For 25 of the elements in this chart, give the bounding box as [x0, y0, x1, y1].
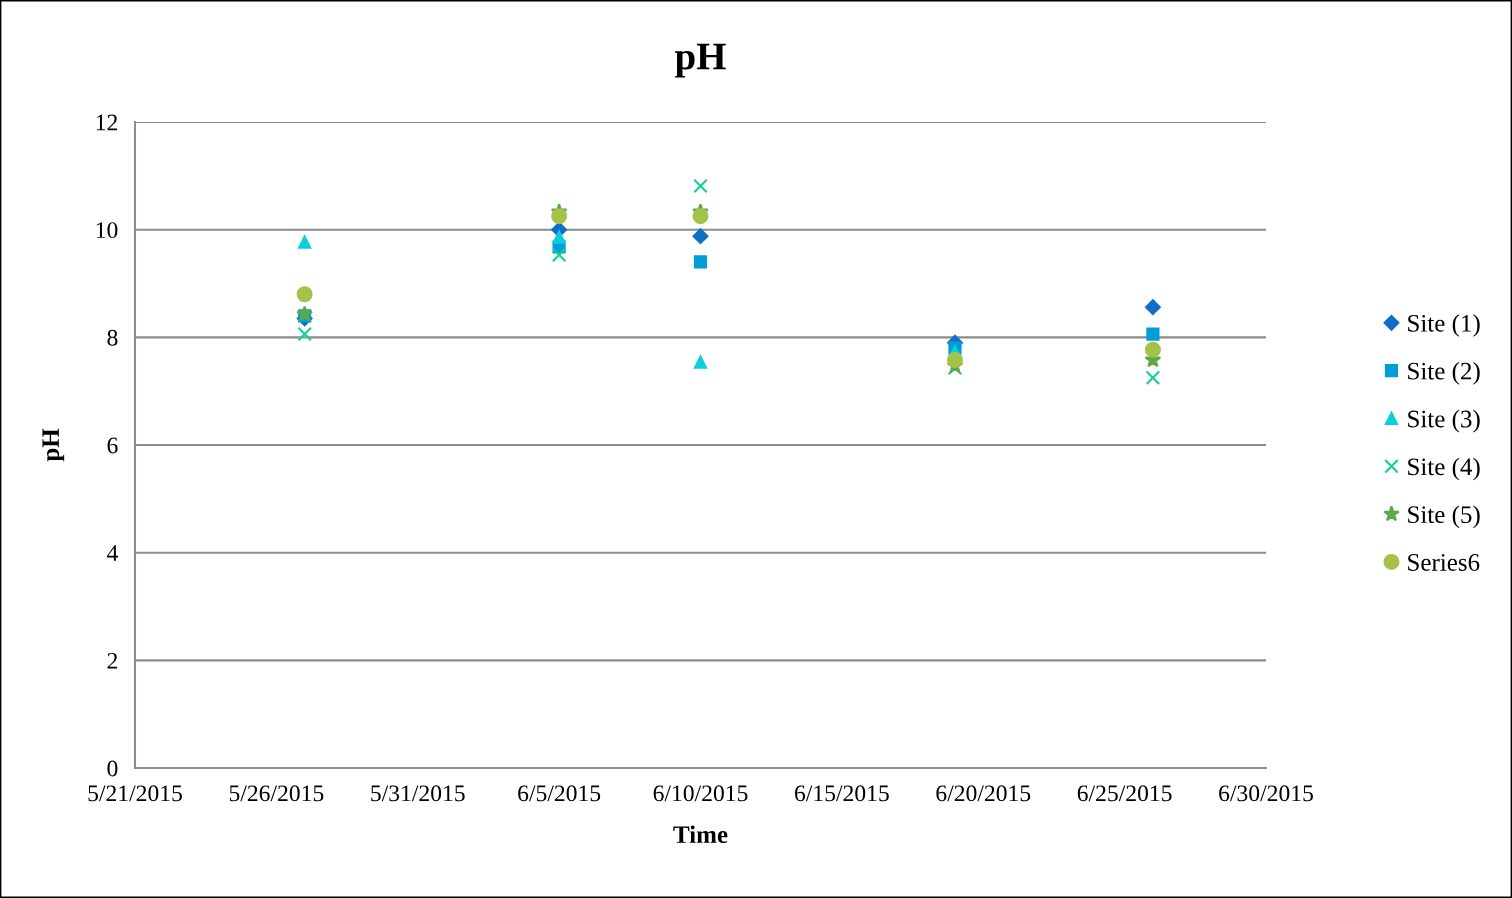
legend-label: Site (2) — [1408, 362, 1480, 385]
x-tick-label: 6/5/2015 — [518, 785, 601, 802]
x-tick-label: 6/20/2015 — [936, 785, 1031, 802]
y-tick-label: 6 — [107, 437, 118, 454]
legend-label: Site (1) — [1408, 314, 1480, 337]
legend-label: Series6 — [1408, 554, 1480, 571]
y-axis-title: pH — [42, 428, 65, 462]
chart-title: pH — [675, 43, 726, 78]
legend-label: Site (3) — [1408, 409, 1480, 433]
x-tick-label: 5/26/2015 — [229, 785, 324, 802]
legend-label: Site (5) — [1408, 505, 1480, 529]
y-tick-label: 12 — [96, 114, 118, 131]
x-tick-label: 6/10/2015 — [653, 785, 748, 802]
x-tick-label: 6/15/2015 — [795, 785, 889, 802]
y-tick-label: 10 — [96, 222, 118, 239]
x-tick-label: 5/21/2015 — [88, 785, 182, 802]
x-tick-label: 6/25/2015 — [1077, 785, 1172, 802]
y-tick-label: 8 — [107, 329, 118, 346]
legend-label: Site (4) — [1408, 457, 1480, 481]
x-tick-label: 5/31/2015 — [371, 785, 465, 802]
x-tick-label: 6/30/2015 — [1219, 785, 1313, 802]
y-tick-label: 4 — [106, 545, 118, 561]
y-tick-label: 0 — [107, 760, 118, 777]
y-tick-label: 2 — [107, 652, 118, 669]
x-axis-title: Time — [673, 825, 728, 844]
